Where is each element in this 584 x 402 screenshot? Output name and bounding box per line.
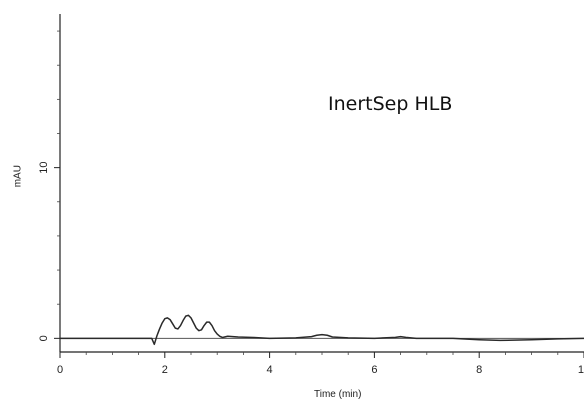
axes-group — [59, 14, 584, 353]
x-tick-label: 4 — [267, 364, 273, 376]
x-axis-label: Time (min) — [314, 389, 361, 400]
annotation-label: InertSep HLB — [328, 93, 452, 115]
y-tick-label: 10 — [38, 162, 50, 174]
x-tick-label: 6 — [371, 364, 377, 376]
labels-group: Time (min) mAU InertSep HLB — [13, 93, 453, 400]
x-tick-label: 10 — [578, 364, 584, 376]
ticks-group: 0 2 4 6 8 10 0 10 — [38, 30, 584, 376]
x-tick-label: 8 — [476, 364, 482, 376]
y-tick-label: 0 — [38, 335, 50, 341]
x-tick-label: 0 — [57, 364, 63, 376]
chromatogram-trace — [59, 314, 584, 346]
y-axis-label: mAU — [13, 165, 24, 187]
series-group — [59, 314, 584, 346]
x-tick-label: 2 — [162, 364, 168, 376]
